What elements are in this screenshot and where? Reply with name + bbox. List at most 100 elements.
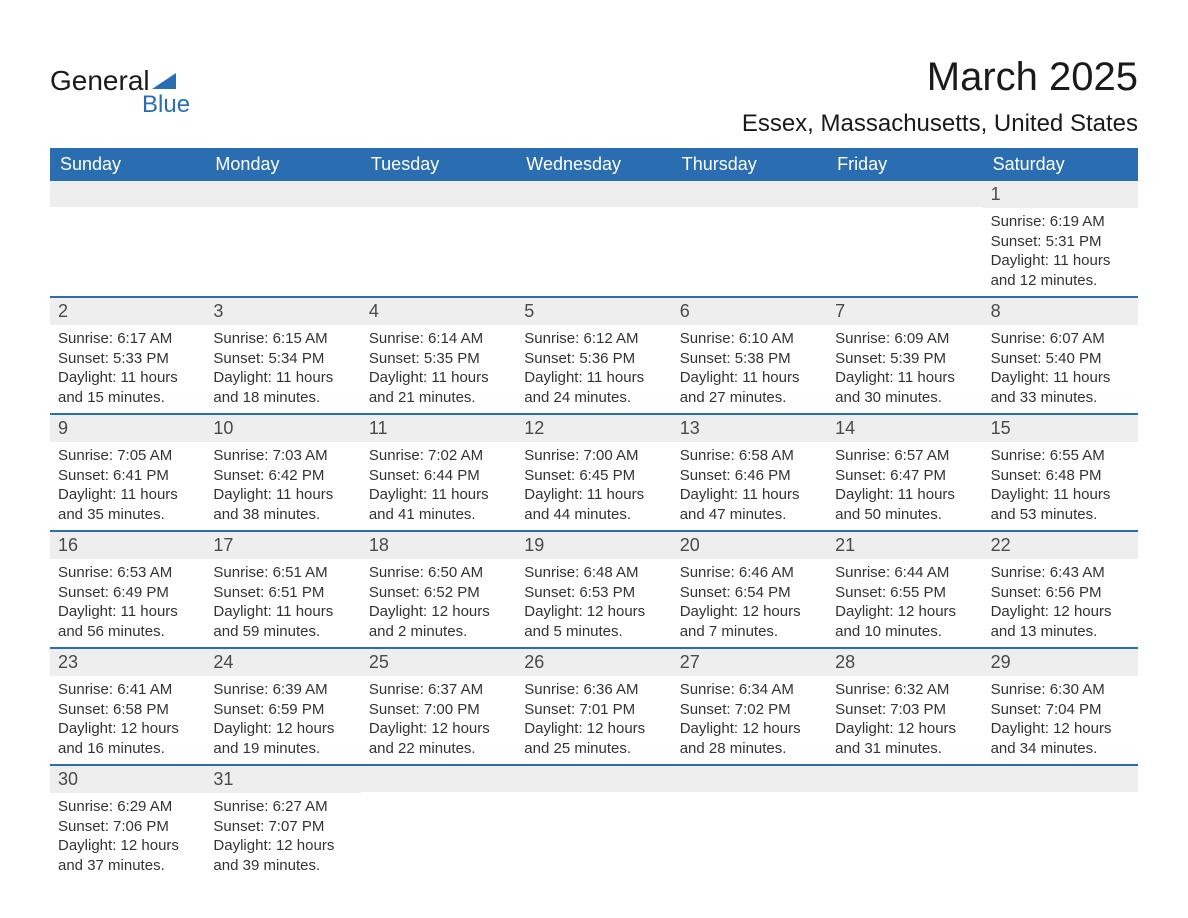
daylight: Daylight: 11 hours and 21 minutes.: [369, 368, 508, 407]
day-header: Wednesday: [516, 148, 671, 181]
sunrise: Sunrise: 6:57 AM: [835, 446, 974, 466]
daylight: Daylight: 11 hours and 50 minutes.: [835, 485, 974, 524]
calendar-cell: [516, 181, 671, 296]
day-number: [361, 181, 516, 207]
sunrise: Sunrise: 6:46 AM: [680, 563, 819, 583]
day-number: [516, 181, 671, 207]
sunset: Sunset: 7:06 PM: [58, 817, 197, 837]
day-number: 21: [827, 532, 982, 559]
day-content: Sunrise: 6:48 AMSunset: 6:53 PMDaylight:…: [516, 559, 671, 647]
day-content: Sunrise: 6:17 AMSunset: 5:33 PMDaylight:…: [50, 325, 205, 413]
sunset: Sunset: 5:38 PM: [680, 349, 819, 369]
day-number: 5: [516, 298, 671, 325]
day-number: [50, 181, 205, 207]
day-number: 4: [361, 298, 516, 325]
day-header: Sunday: [50, 148, 205, 181]
day-content: [672, 207, 827, 217]
calendar-cell: 13Sunrise: 6:58 AMSunset: 6:46 PMDayligh…: [672, 415, 827, 530]
sunrise: Sunrise: 6:14 AM: [369, 329, 508, 349]
day-number: 27: [672, 649, 827, 676]
sunrise: Sunrise: 6:39 AM: [213, 680, 352, 700]
day-number: 17: [205, 532, 360, 559]
sunset: Sunset: 6:46 PM: [680, 466, 819, 486]
sunset: Sunset: 6:47 PM: [835, 466, 974, 486]
daylight: Daylight: 12 hours and 2 minutes.: [369, 602, 508, 641]
calendar-cell: 16Sunrise: 6:53 AMSunset: 6:49 PMDayligh…: [50, 532, 205, 647]
daylight: Daylight: 11 hours and 35 minutes.: [58, 485, 197, 524]
sunset: Sunset: 6:51 PM: [213, 583, 352, 603]
sunrise: Sunrise: 6:07 AM: [991, 329, 1130, 349]
calendar-cell: 21Sunrise: 6:44 AMSunset: 6:55 PMDayligh…: [827, 532, 982, 647]
calendar-cell: 15Sunrise: 6:55 AMSunset: 6:48 PMDayligh…: [983, 415, 1138, 530]
sunrise: Sunrise: 6:17 AM: [58, 329, 197, 349]
day-content: Sunrise: 6:57 AMSunset: 6:47 PMDaylight:…: [827, 442, 982, 530]
calendar-cell: 3Sunrise: 6:15 AMSunset: 5:34 PMDaylight…: [205, 298, 360, 413]
sunset: Sunset: 6:59 PM: [213, 700, 352, 720]
daylight: Daylight: 12 hours and 31 minutes.: [835, 719, 974, 758]
calendar-cell: 14Sunrise: 6:57 AMSunset: 6:47 PMDayligh…: [827, 415, 982, 530]
calendar-cell: [672, 181, 827, 296]
day-header-row: Sunday Monday Tuesday Wednesday Thursday…: [50, 148, 1138, 181]
day-number: 19: [516, 532, 671, 559]
sunset: Sunset: 6:44 PM: [369, 466, 508, 486]
day-number: [827, 766, 982, 792]
sunset: Sunset: 6:45 PM: [524, 466, 663, 486]
sunrise: Sunrise: 6:36 AM: [524, 680, 663, 700]
sunrise: Sunrise: 7:02 AM: [369, 446, 508, 466]
calendar-cell: 1Sunrise: 6:19 AMSunset: 5:31 PMDaylight…: [983, 181, 1138, 296]
day-content: Sunrise: 6:34 AMSunset: 7:02 PMDaylight:…: [672, 676, 827, 764]
day-content: Sunrise: 7:02 AMSunset: 6:44 PMDaylight:…: [361, 442, 516, 530]
calendar-cell: 6Sunrise: 6:10 AMSunset: 5:38 PMDaylight…: [672, 298, 827, 413]
day-number: 12: [516, 415, 671, 442]
day-number: 30: [50, 766, 205, 793]
calendar-body: 1Sunrise: 6:19 AMSunset: 5:31 PMDaylight…: [50, 181, 1138, 881]
sunrise: Sunrise: 6:41 AM: [58, 680, 197, 700]
day-number: 31: [205, 766, 360, 793]
day-number: 15: [983, 415, 1138, 442]
day-header: Monday: [205, 148, 360, 181]
day-content: Sunrise: 6:14 AMSunset: 5:35 PMDaylight:…: [361, 325, 516, 413]
day-content: [516, 207, 671, 217]
day-number: 29: [983, 649, 1138, 676]
day-number: 16: [50, 532, 205, 559]
day-content: [516, 792, 671, 802]
day-content: Sunrise: 6:30 AMSunset: 7:04 PMDaylight:…: [983, 676, 1138, 764]
day-number: 24: [205, 649, 360, 676]
daylight: Daylight: 12 hours and 10 minutes.: [835, 602, 974, 641]
sunrise: Sunrise: 6:29 AM: [58, 797, 197, 817]
calendar-cell: 19Sunrise: 6:48 AMSunset: 6:53 PMDayligh…: [516, 532, 671, 647]
sunset: Sunset: 7:07 PM: [213, 817, 352, 837]
day-content: [827, 792, 982, 802]
sunrise: Sunrise: 6:50 AM: [369, 563, 508, 583]
location: Essex, Massachusetts, United States: [742, 110, 1138, 138]
daylight: Daylight: 12 hours and 25 minutes.: [524, 719, 663, 758]
sunset: Sunset: 6:52 PM: [369, 583, 508, 603]
sunset: Sunset: 6:49 PM: [58, 583, 197, 603]
day-content: Sunrise: 6:15 AMSunset: 5:34 PMDaylight:…: [205, 325, 360, 413]
day-number: [672, 766, 827, 792]
day-number: 8: [983, 298, 1138, 325]
sunrise: Sunrise: 6:32 AM: [835, 680, 974, 700]
calendar-cell: [205, 181, 360, 296]
day-header: Tuesday: [361, 148, 516, 181]
day-content: Sunrise: 6:41 AMSunset: 6:58 PMDaylight:…: [50, 676, 205, 764]
sunset: Sunset: 7:04 PM: [991, 700, 1130, 720]
sunrise: Sunrise: 6:19 AM: [991, 212, 1130, 232]
calendar-cell: 12Sunrise: 7:00 AMSunset: 6:45 PMDayligh…: [516, 415, 671, 530]
sunrise: Sunrise: 6:55 AM: [991, 446, 1130, 466]
sunset: Sunset: 7:00 PM: [369, 700, 508, 720]
calendar-week: 1Sunrise: 6:19 AMSunset: 5:31 PMDaylight…: [50, 181, 1138, 298]
day-number: 2: [50, 298, 205, 325]
sunset: Sunset: 7:01 PM: [524, 700, 663, 720]
day-content: Sunrise: 7:03 AMSunset: 6:42 PMDaylight:…: [205, 442, 360, 530]
calendar-cell: 18Sunrise: 6:50 AMSunset: 6:52 PMDayligh…: [361, 532, 516, 647]
day-number: 9: [50, 415, 205, 442]
sunset: Sunset: 6:54 PM: [680, 583, 819, 603]
day-content: Sunrise: 6:36 AMSunset: 7:01 PMDaylight:…: [516, 676, 671, 764]
calendar-cell: 22Sunrise: 6:43 AMSunset: 6:56 PMDayligh…: [983, 532, 1138, 647]
day-content: Sunrise: 6:58 AMSunset: 6:46 PMDaylight:…: [672, 442, 827, 530]
day-content: Sunrise: 6:32 AMSunset: 7:03 PMDaylight:…: [827, 676, 982, 764]
day-content: Sunrise: 6:53 AMSunset: 6:49 PMDaylight:…: [50, 559, 205, 647]
day-number: 14: [827, 415, 982, 442]
day-number: 22: [983, 532, 1138, 559]
